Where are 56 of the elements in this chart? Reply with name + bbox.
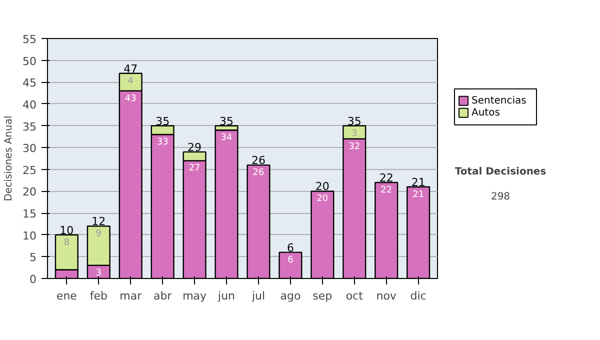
y-tick-label: 20	[22, 186, 37, 199]
data-label: 27	[188, 164, 200, 174]
x-tick-label: abr	[153, 290, 172, 302]
total-label: 35	[347, 114, 362, 128]
data-label: 3	[96, 268, 102, 278]
total-label: 26	[251, 154, 266, 168]
y-tick-label: 35	[22, 120, 37, 134]
data-label: 21	[412, 190, 424, 200]
x-tick-label: oct	[346, 290, 364, 302]
y-tick-label: 25	[22, 164, 37, 177]
data-label: 43	[124, 94, 136, 104]
y-tick-label: 50	[22, 54, 37, 68]
y-tick-label: 55	[22, 33, 37, 46]
data-label: 32	[348, 142, 360, 152]
total-label: 10	[60, 224, 74, 237]
total-label: 21	[411, 176, 426, 189]
x-tick-label: jun	[217, 290, 236, 302]
y-tick-label: 0	[30, 273, 36, 286]
data-label: 9	[96, 229, 102, 240]
y-tick-label: 45	[22, 76, 37, 90]
data-label: 8	[64, 238, 70, 248]
x-tick-label: sep	[312, 290, 332, 302]
y-tick-label: 30	[22, 142, 37, 156]
x-tick-label: dic	[410, 290, 426, 302]
total-label: 12	[92, 215, 106, 228]
x-tick-label: mar	[120, 290, 142, 302]
x-tick-label: nov	[376, 290, 397, 302]
data-label: 34	[220, 133, 233, 144]
y-tick-label: 40	[22, 98, 37, 112]
y-tick-label: 10	[22, 229, 37, 242]
data-label: 6	[288, 255, 294, 266]
total-label: 35	[220, 114, 234, 128]
data-label: 20	[316, 194, 328, 204]
x-tick-label: may	[182, 290, 208, 302]
x-tick-label: jul	[250, 290, 266, 302]
total-label: 29	[188, 140, 202, 154]
data-label: 26	[252, 168, 264, 178]
y-tick-label: 15	[22, 208, 37, 221]
text: Total Decisiones	[454, 166, 546, 178]
y-tick-label: 5	[30, 251, 36, 264]
x-tick-label: feb	[90, 290, 108, 302]
total-label: 6	[286, 241, 294, 254]
total-label: 47	[124, 62, 138, 76]
data-label: 33	[156, 138, 168, 148]
data-label: 22	[380, 186, 392, 196]
legend-label: Autos	[472, 107, 500, 118]
legend-label: Sentencias	[472, 95, 526, 106]
total-label: 35	[156, 114, 170, 128]
text: 298	[490, 191, 510, 202]
data-label: 3	[352, 128, 358, 139]
x-tick-label: ene	[56, 290, 78, 302]
x-tick-label: ago	[280, 290, 301, 302]
data-label: 4	[128, 76, 134, 86]
y-axis-title: Decisiones Anual	[4, 116, 15, 202]
total-label: 20	[315, 180, 330, 194]
total-label: 22	[379, 172, 394, 184]
